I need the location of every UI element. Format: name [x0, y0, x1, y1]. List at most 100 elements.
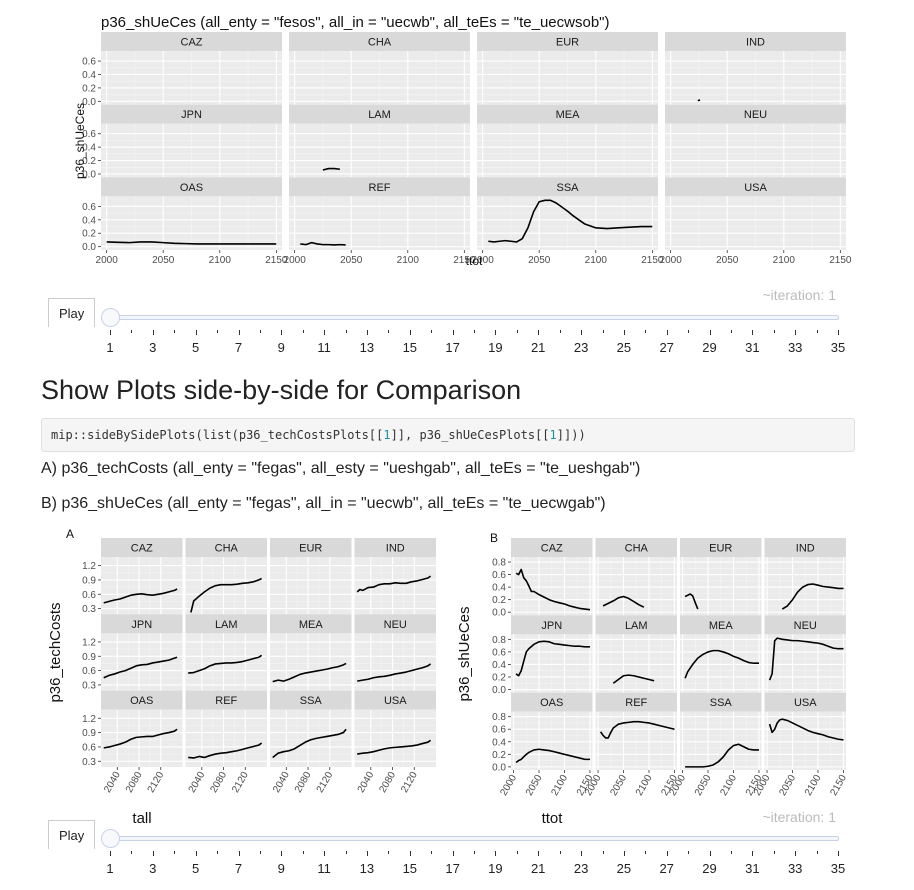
facet-panel	[354, 633, 436, 691]
facet-strip	[680, 615, 762, 635]
slider-track-2[interactable]	[105, 836, 839, 841]
code-index-2: 1	[549, 428, 557, 442]
facet-panel: 0.3 0.6 0.9 1.2	[82, 557, 183, 615]
play-button-2[interactable]: Play	[48, 820, 96, 849]
facet-label-eur: EUR	[556, 37, 579, 49]
facet-label-lam: LAM	[215, 619, 238, 631]
facet-strip	[101, 538, 183, 557]
facet-strip	[270, 538, 352, 557]
top-facet-caz: CAZ 0.0 0.2 0.4 0.6	[82, 32, 282, 108]
series-line-oas	[515, 748, 590, 764]
slider-tick-mark	[259, 330, 261, 333]
play-button[interactable]: Play	[48, 298, 96, 327]
slider-tick-label: 9	[277, 340, 285, 355]
y-tick-label: 0.4	[492, 660, 506, 671]
y-tick-label: 0.2	[82, 156, 96, 167]
series-line-jpn	[515, 640, 590, 677]
facet-label-neu: NEU	[744, 109, 767, 121]
facet-strip	[289, 104, 470, 124]
chart-bottom-svg: CAZ 0.3 0.6 0.9 1.2 CHA EUR IND JPN 0.3 0.6 0.9 1.2 L…	[47, 527, 849, 827]
facet-panel	[289, 51, 470, 105]
y-tick-label: 1.2	[82, 637, 96, 648]
x-tick-label: 2040	[102, 770, 123, 795]
facet-strip	[511, 615, 593, 635]
y-tick-label: 0.6	[492, 647, 506, 658]
x-tick-label: 2000	[472, 255, 495, 266]
y-tick-label: 0.0	[82, 169, 96, 180]
slider-tick-label: 3	[149, 861, 157, 876]
facet-label-ind: IND	[796, 543, 815, 555]
facet-panel: 2040 2080 2120	[354, 709, 436, 795]
y-tick-label: 0.0	[492, 608, 506, 619]
facet-label-ind: IND	[386, 543, 405, 555]
slider-tick-mark	[217, 330, 219, 333]
facet-strip	[511, 692, 593, 712]
y-tick-label: 0.4	[82, 215, 96, 226]
facet-panel: 0.0 0.2 0.4 0.6	[82, 51, 282, 108]
facet-strip	[665, 177, 846, 197]
slider-tick-label: 21	[530, 861, 546, 876]
facet-strip	[477, 104, 658, 124]
facet-strip	[477, 32, 658, 51]
facet-panel: 0.3 0.6 0.9 1.2	[82, 633, 183, 691]
facet-label-caz: CAZ	[541, 543, 563, 555]
series-line-ind	[697, 99, 701, 102]
x-tick-label: 2150	[453, 255, 476, 266]
slider-tick-mark	[409, 851, 411, 856]
panel-background	[101, 557, 183, 615]
facet-strip	[354, 538, 436, 557]
slider-handle[interactable]	[101, 308, 120, 327]
right-facet-neu: NEU	[764, 615, 846, 693]
facet-panel: 2000 2050 2100 2150	[472, 196, 664, 266]
facet-label-cha: CHA	[625, 543, 649, 555]
y-tick-label: 0.2	[492, 595, 506, 606]
slider-handle-2[interactable]	[101, 829, 120, 848]
x-tick-label: 2100	[718, 773, 739, 798]
slider-tick-mark	[110, 851, 111, 856]
slider-tick-mark	[110, 330, 111, 335]
panel-background	[270, 557, 352, 615]
slider-tick-mark	[324, 851, 326, 856]
facet-strip	[477, 177, 658, 197]
x-tick-label: 2120	[146, 770, 167, 795]
slider-tick-label: 15	[402, 861, 418, 876]
slider-tick-label: 23	[573, 861, 589, 876]
series-line-oas	[103, 728, 178, 749]
left-facet-oas: OAS 0.3 0.6 0.9 1.2 2040 2080 2120	[82, 690, 183, 795]
x-tick-label: 2150	[265, 255, 288, 266]
facet-panel: 2000 2050 2100 2150	[667, 711, 765, 798]
series-line-neu	[357, 663, 432, 682]
x-tick-label: 2120	[315, 770, 336, 795]
y-tick-label: 0.0	[492, 685, 506, 696]
facet-label-ref: REF	[369, 182, 391, 194]
left-tag: A	[66, 527, 74, 541]
facet-strip	[101, 614, 183, 634]
iteration-label-2: ~iteration: 1	[762, 809, 836, 825]
left-facet-neu: NEU	[354, 614, 436, 691]
slider-tick-mark	[730, 851, 732, 854]
series-line-eur	[684, 593, 699, 610]
slider-tick-mark	[795, 851, 797, 856]
slider-tick-mark	[324, 330, 326, 335]
slider-tick-mark	[559, 851, 561, 854]
facet-panel: 2000 2050 2100 2150	[752, 711, 849, 798]
slider-tick-mark	[688, 330, 690, 333]
slider-tick-mark	[581, 330, 583, 335]
slider-track[interactable]	[105, 315, 839, 320]
facet-label-usa: USA	[384, 695, 407, 707]
series-line-cha	[190, 577, 262, 613]
top-xlabel: ttot	[466, 254, 483, 268]
facet-panel: 2040 2080 2120	[185, 709, 267, 795]
slider-tick-mark	[752, 330, 754, 335]
slider-tick-mark	[495, 851, 497, 856]
x-tick-label: 2100	[397, 255, 420, 266]
x-tick-label: 2050	[152, 255, 175, 266]
slider-tick-label: 25	[616, 861, 632, 876]
right-facet-ref: REF 2000 2050 2100 2150	[583, 692, 680, 798]
x-tick-label: 2100	[209, 255, 232, 266]
x-tick-label: 2100	[549, 773, 570, 798]
facet-label-mea: MEA	[709, 620, 734, 632]
top-ylabel: p36_shUeCes	[73, 103, 87, 179]
facet-strip	[595, 692, 677, 712]
